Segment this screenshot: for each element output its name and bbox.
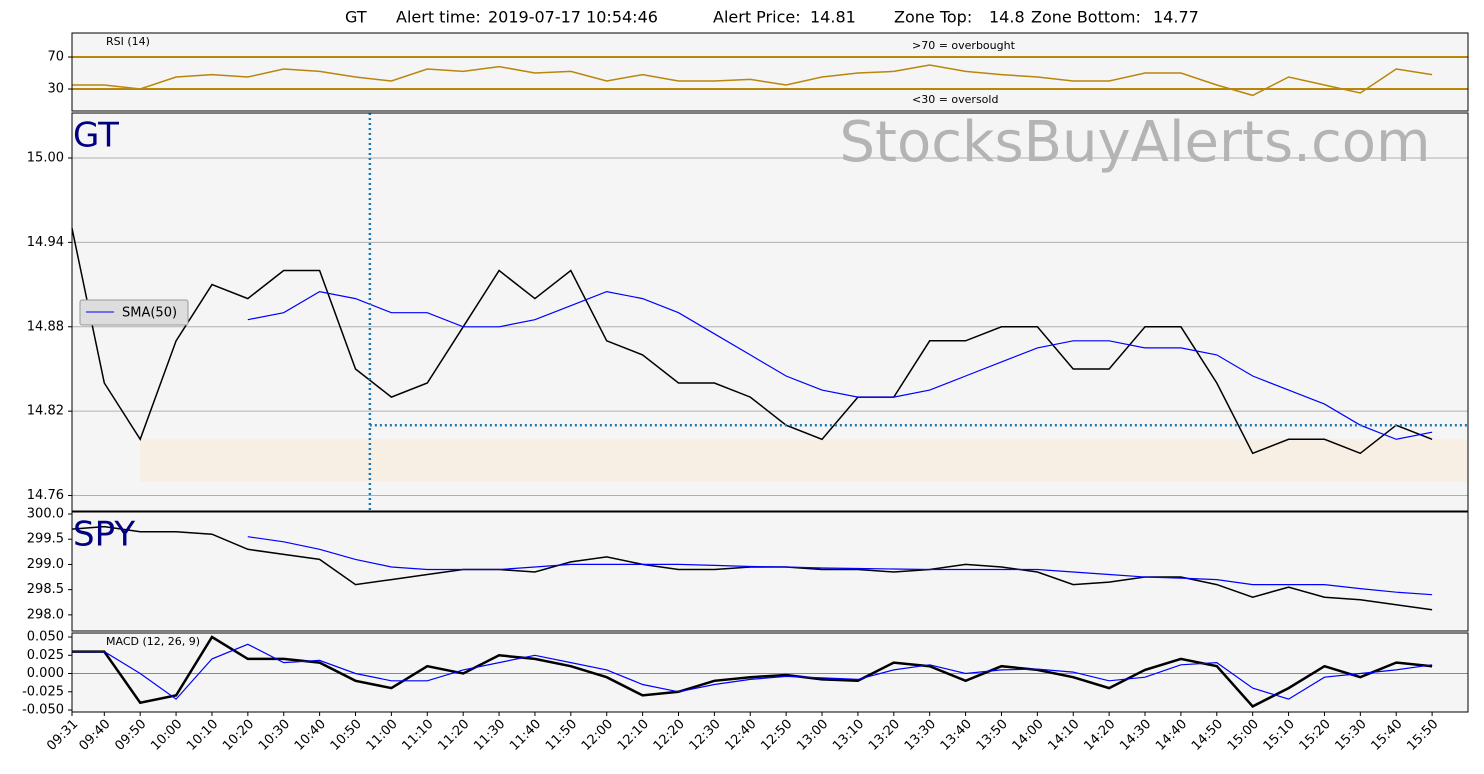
x-tick-label: 15:50 xyxy=(1404,717,1441,754)
y-tick-label: 14.88 xyxy=(27,319,64,334)
title-zone-top-label: Zone Top: xyxy=(894,8,972,27)
title-zone-bottom: 14.77 xyxy=(1153,8,1199,27)
x-tick-label: 12:10 xyxy=(615,717,652,754)
x-tick-label: 13:30 xyxy=(902,717,939,754)
y-tick-label: 0.025 xyxy=(27,648,64,663)
x-tick-label: 14:00 xyxy=(1010,717,1047,754)
x-tick-label: 15:30 xyxy=(1333,717,1370,754)
title-zone-bottom-label: Zone Bottom: xyxy=(1031,8,1141,27)
y-tick-label: 298.5 xyxy=(27,582,64,597)
x-tick-label: 09:31 xyxy=(44,717,81,754)
x-tick-label: 10:10 xyxy=(184,717,221,754)
title-alert-price: 14.81 xyxy=(810,8,856,27)
rsi-level-label: <30 = oversold xyxy=(912,93,998,106)
x-tick-label: 11:00 xyxy=(364,717,401,754)
y-tick-label: 0.050 xyxy=(27,630,64,645)
x-tick-label: 10:20 xyxy=(220,717,257,754)
panel-frame xyxy=(71,112,1469,512)
y-tick-label: 299.0 xyxy=(27,557,64,572)
legend-box xyxy=(79,299,189,326)
x-tick-label: 13:10 xyxy=(830,717,867,754)
panel-frame xyxy=(71,511,1469,632)
y-tick-label: -0.025 xyxy=(22,684,64,699)
x-tick-label: 14:30 xyxy=(1117,717,1154,754)
y-tick-label: 14.94 xyxy=(27,235,64,250)
y-tick-label: 299.5 xyxy=(27,532,64,547)
watermark: StocksBuyAlerts.com xyxy=(839,110,1430,175)
y-tick-label: 15.00 xyxy=(27,151,64,166)
x-tick-label: 10:50 xyxy=(328,717,365,754)
y-tick-label: 14.82 xyxy=(27,404,64,419)
x-tick-label: 14:40 xyxy=(1153,717,1190,754)
series-line xyxy=(247,536,1433,596)
x-tick-label: 13:50 xyxy=(974,717,1011,754)
x-tick-label: 10:00 xyxy=(148,717,185,754)
panel-label: GT xyxy=(73,116,119,156)
x-tick-label: 09:50 xyxy=(112,717,149,754)
panel-frame xyxy=(71,632,1469,713)
y-tick-label: 300.0 xyxy=(27,507,64,522)
legend-label: SMA(50) xyxy=(122,306,177,321)
x-tick-label: 15:40 xyxy=(1368,717,1405,754)
x-tick-label: 11:30 xyxy=(471,717,508,754)
x-tick-label: 12:50 xyxy=(758,717,795,754)
x-tick-label: 11:20 xyxy=(435,717,472,754)
title-alert-price-label: Alert Price: xyxy=(713,8,801,27)
x-tick-label: 14:20 xyxy=(1081,717,1118,754)
y-tick-label: 30 xyxy=(47,82,64,97)
panel-background xyxy=(72,633,1468,712)
x-tick-label: 10:40 xyxy=(292,717,329,754)
x-tick-label: 15:00 xyxy=(1225,717,1262,754)
series-line xyxy=(71,228,1433,455)
title-zone-top: 14.8 xyxy=(989,8,1025,27)
x-tick-label: 14:50 xyxy=(1189,717,1226,754)
x-tick-label: 14:10 xyxy=(1045,717,1082,754)
y-tick-label: 70 xyxy=(47,50,64,65)
x-tick-label: 15:20 xyxy=(1297,717,1334,754)
x-tick-label: 09:40 xyxy=(77,717,114,754)
x-tick-label: 13:20 xyxy=(866,717,903,754)
rsi-level-label: >70 = overbought xyxy=(912,39,1016,52)
panel-label: SPY xyxy=(73,515,135,555)
x-tick-label: 11:10 xyxy=(399,717,436,754)
x-tick-label: 13:40 xyxy=(938,717,975,754)
y-tick-label: -0.050 xyxy=(22,703,64,718)
series-line xyxy=(72,643,1433,700)
panel-background xyxy=(72,33,1468,111)
panel-label: MACD (12, 26, 9) xyxy=(106,635,200,648)
x-tick-label: 12:40 xyxy=(722,717,759,754)
alert-zone xyxy=(140,439,1469,482)
x-tick-label: 10:30 xyxy=(256,717,293,754)
y-tick-label: 298.0 xyxy=(27,607,64,622)
x-tick-label: 12:00 xyxy=(579,717,616,754)
series-line xyxy=(72,64,1433,97)
y-tick-label: 14.76 xyxy=(27,488,64,503)
title-alert-time: 2019-07-17 10:54:46 xyxy=(488,8,658,27)
series-line xyxy=(247,290,1433,440)
x-tick-label: 13:00 xyxy=(794,717,831,754)
x-tick-label: 11:40 xyxy=(507,717,544,754)
title-symbol: GT xyxy=(345,8,367,27)
x-tick-label: 15:10 xyxy=(1261,717,1298,754)
panel-frame xyxy=(71,32,1469,112)
title-alert-time-label: Alert time: xyxy=(396,8,481,27)
x-tick-label: 11:50 xyxy=(543,717,580,754)
x-tick-label: 12:20 xyxy=(651,717,688,754)
panel-background xyxy=(72,512,1468,631)
panel-label: RSI (14) xyxy=(106,35,150,48)
x-tick-label: 12:30 xyxy=(687,717,724,754)
y-tick-label: 0.000 xyxy=(27,666,64,681)
